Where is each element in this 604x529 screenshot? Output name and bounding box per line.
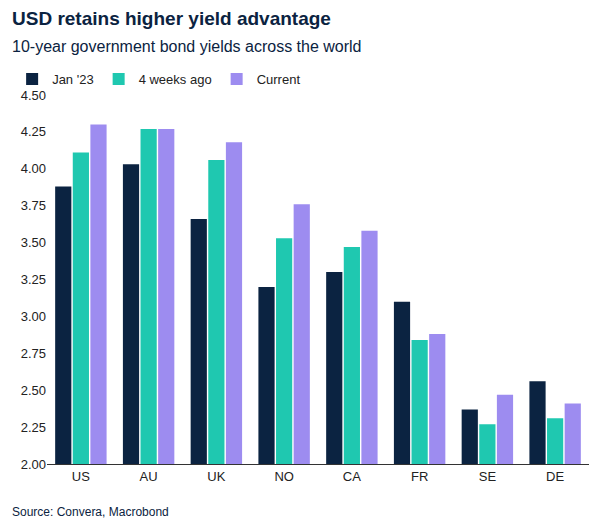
svg-text:Jan '23: Jan '23: [52, 72, 94, 87]
svg-text:SE: SE: [479, 469, 497, 484]
svg-text:3.25: 3.25: [21, 272, 46, 287]
svg-text:US: US: [72, 469, 90, 484]
svg-text:4.50: 4.50: [21, 88, 46, 103]
svg-text:Source: Convera, Macrobond: Source: Convera, Macrobond: [12, 505, 169, 519]
svg-text:DE: DE: [546, 469, 564, 484]
svg-text:USD retains higher yield advan: USD retains higher yield advantage: [12, 8, 331, 29]
svg-text:4 weeks ago: 4 weeks ago: [139, 72, 212, 87]
svg-text:4.00: 4.00: [21, 161, 46, 176]
svg-text:AU: AU: [140, 469, 158, 484]
svg-text:NO: NO: [274, 469, 294, 484]
svg-text:2.50: 2.50: [21, 383, 46, 398]
svg-text:3.00: 3.00: [21, 309, 46, 324]
svg-text:2.25: 2.25: [21, 420, 46, 435]
svg-text:3.50: 3.50: [21, 235, 46, 250]
svg-text:2.00: 2.00: [21, 457, 46, 472]
svg-text:FR: FR: [411, 469, 428, 484]
svg-text:CA: CA: [343, 469, 361, 484]
svg-text:Current: Current: [257, 72, 301, 87]
svg-text:3.75: 3.75: [21, 198, 46, 213]
svg-text:10-year government bond yields: 10-year government bond yields across th…: [12, 38, 362, 55]
svg-text:2.75: 2.75: [21, 346, 46, 361]
svg-text:4.25: 4.25: [21, 124, 46, 139]
svg-text:UK: UK: [207, 469, 225, 484]
